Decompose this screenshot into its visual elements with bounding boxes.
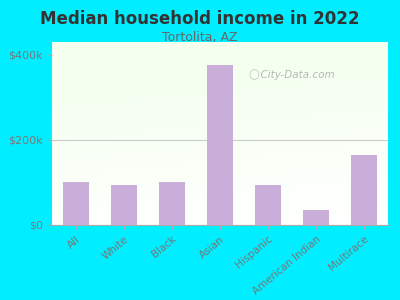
- Text: Median household income in 2022: Median household income in 2022: [40, 11, 360, 28]
- Bar: [351, 155, 377, 225]
- Bar: [207, 65, 233, 225]
- Text: Tortolita, AZ: Tortolita, AZ: [162, 32, 238, 44]
- Bar: [111, 184, 137, 225]
- Bar: [303, 210, 329, 225]
- Text: City-Data.com: City-Data.com: [254, 70, 334, 80]
- Bar: [255, 184, 281, 225]
- Bar: [63, 182, 89, 225]
- Text: ○: ○: [248, 68, 260, 81]
- Bar: [159, 182, 185, 225]
